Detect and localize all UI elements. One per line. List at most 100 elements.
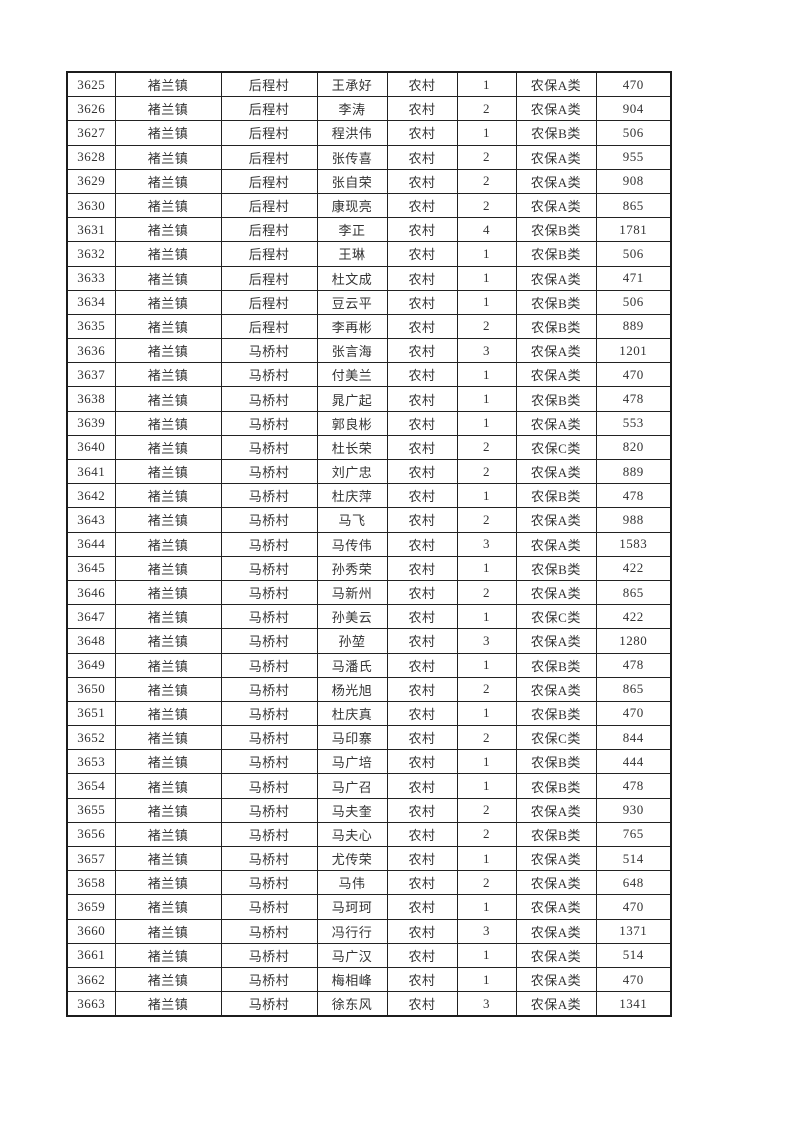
- village-cell: 马桥村: [220, 797, 318, 823]
- household-type-cell: 农村: [386, 676, 458, 702]
- amount-cell: 908: [595, 168, 672, 194]
- table-row: 3646 褚兰镇 马桥村 马新州 农村 2 农保A类 865: [66, 579, 672, 606]
- insurance-class-cell: 农保B类: [515, 313, 597, 340]
- person-name-cell: 杜庆真: [316, 700, 388, 727]
- village-cell: 马桥村: [220, 894, 318, 920]
- household-type-cell: 农村: [386, 168, 458, 194]
- person-name-cell: 晁广起: [316, 386, 388, 412]
- serial-no-cell: 3644: [66, 531, 116, 557]
- village-cell: 后程村: [220, 217, 318, 243]
- insurance-class-cell: 农保A类: [515, 870, 597, 896]
- table-row: 3626 褚兰镇 后程村 李涛 农村 2 农保A类 904: [66, 96, 672, 122]
- person-count-cell: 3: [456, 918, 517, 944]
- household-type-cell: 农村: [386, 966, 458, 993]
- insurance-class-cell: 农保A类: [515, 507, 597, 533]
- person-name-cell: 王琳: [316, 241, 388, 267]
- person-name-cell: 马伟: [316, 870, 388, 896]
- village-cell: 马桥村: [220, 483, 318, 509]
- person-name-cell: 杨光旭: [316, 676, 388, 702]
- insurance-class-cell: 农保A类: [515, 628, 597, 654]
- table-row: 3628 褚兰镇 后程村 张传喜 农村 2 农保A类 955: [66, 144, 672, 170]
- person-name-cell: 李正: [316, 217, 388, 243]
- serial-no-cell: 3660: [66, 918, 116, 944]
- person-name-cell: 杜长荣: [316, 434, 388, 461]
- village-cell: 马桥村: [220, 555, 318, 581]
- serial-no-cell: 3648: [66, 628, 116, 654]
- person-count-cell: 2: [456, 725, 517, 751]
- serial-no-cell: 3640: [66, 434, 116, 461]
- town-cell: 褚兰镇: [114, 918, 222, 944]
- amount-cell: 904: [595, 96, 672, 122]
- amount-cell: 930: [595, 797, 672, 823]
- town-cell: 褚兰镇: [114, 289, 222, 315]
- amount-cell: 1781: [595, 217, 672, 243]
- person-count-cell: 2: [456, 579, 517, 606]
- table-row: 3641 褚兰镇 马桥村 刘广忠 农村 2 农保A类 889: [66, 458, 672, 485]
- table-row: 3658 褚兰镇 马桥村 马伟 农村 2 农保A类 648: [66, 870, 672, 896]
- table-row: 3636 褚兰镇 马桥村 张言海 农村 3 农保A类 1201: [66, 338, 672, 364]
- insurance-class-cell: 农保B类: [515, 483, 597, 509]
- serial-no-cell: 3645: [66, 555, 116, 581]
- table-row: 3642 褚兰镇 马桥村 杜庆萍 农村 1 农保B类 478: [66, 483, 672, 509]
- person-count-cell: 2: [456, 144, 517, 170]
- amount-cell: 988: [595, 507, 672, 533]
- town-cell: 褚兰镇: [114, 483, 222, 509]
- person-count-cell: 3: [456, 338, 517, 364]
- insurance-class-cell: 农保A类: [515, 918, 597, 944]
- person-count-cell: 2: [456, 458, 517, 485]
- table-row: 3659 褚兰镇 马桥村 马珂珂 农村 1 农保A类 470: [66, 894, 672, 920]
- serial-no-cell: 3637: [66, 362, 116, 388]
- village-cell: 后程村: [220, 265, 318, 291]
- household-type-cell: 农村: [386, 845, 458, 872]
- amount-cell: 1201: [595, 338, 672, 364]
- insurance-class-cell: 农保B类: [515, 700, 597, 727]
- person-name-cell: 马广汉: [316, 942, 388, 968]
- town-cell: 褚兰镇: [114, 652, 222, 678]
- town-cell: 褚兰镇: [114, 168, 222, 194]
- person-name-cell: 张自荣: [316, 168, 388, 194]
- serial-no-cell: 3628: [66, 144, 116, 170]
- town-cell: 褚兰镇: [114, 144, 222, 170]
- town-cell: 褚兰镇: [114, 676, 222, 702]
- amount-cell: 1280: [595, 628, 672, 654]
- table-row: 3662 褚兰镇 马桥村 梅相峰 农村 1 农保A类 470: [66, 966, 672, 993]
- table-row: 3644 褚兰镇 马桥村 马传伟 农村 3 农保A类 1583: [66, 531, 672, 557]
- person-name-cell: 豆云平: [316, 289, 388, 315]
- insurance-class-cell: 农保B类: [515, 217, 597, 243]
- table-row: 3649 褚兰镇 马桥村 马潘氏 农村 1 农保B类 478: [66, 652, 672, 678]
- table-row: 3652 褚兰镇 马桥村 马印寨 农村 2 农保C类 844: [66, 725, 672, 751]
- amount-cell: 478: [595, 773, 672, 799]
- insurance-class-cell: 农保A类: [515, 96, 597, 122]
- village-cell: 马桥村: [220, 362, 318, 388]
- town-cell: 褚兰镇: [114, 241, 222, 267]
- person-name-cell: 马广召: [316, 773, 388, 799]
- person-name-cell: 王承好: [316, 71, 388, 98]
- household-type-cell: 农村: [386, 628, 458, 654]
- person-name-cell: 尤传荣: [316, 845, 388, 872]
- amount-cell: 506: [595, 241, 672, 267]
- person-count-cell: 3: [456, 531, 517, 557]
- town-cell: 褚兰镇: [114, 845, 222, 872]
- person-count-cell: 2: [456, 870, 517, 896]
- household-type-cell: 农村: [386, 192, 458, 219]
- insurance-class-cell: 农保A类: [515, 71, 597, 98]
- person-count-cell: 1: [456, 555, 517, 581]
- village-cell: 马桥村: [220, 652, 318, 678]
- household-type-cell: 农村: [386, 652, 458, 678]
- household-type-cell: 农村: [386, 894, 458, 920]
- insurance-class-cell: 农保A类: [515, 845, 597, 872]
- village-cell: 后程村: [220, 71, 318, 98]
- village-cell: 后程村: [220, 313, 318, 340]
- insurance-class-cell: 农保B类: [515, 386, 597, 412]
- person-name-cell: 郭良彬: [316, 410, 388, 436]
- household-type-cell: 农村: [386, 942, 458, 968]
- person-count-cell: 2: [456, 96, 517, 122]
- person-name-cell: 杜庆萍: [316, 483, 388, 509]
- town-cell: 褚兰镇: [114, 458, 222, 485]
- household-type-cell: 农村: [386, 725, 458, 751]
- amount-cell: 470: [595, 71, 672, 98]
- person-name-cell: 张言海: [316, 338, 388, 364]
- household-type-cell: 农村: [386, 700, 458, 727]
- amount-cell: 865: [595, 579, 672, 606]
- person-name-cell: 刘广忠: [316, 458, 388, 485]
